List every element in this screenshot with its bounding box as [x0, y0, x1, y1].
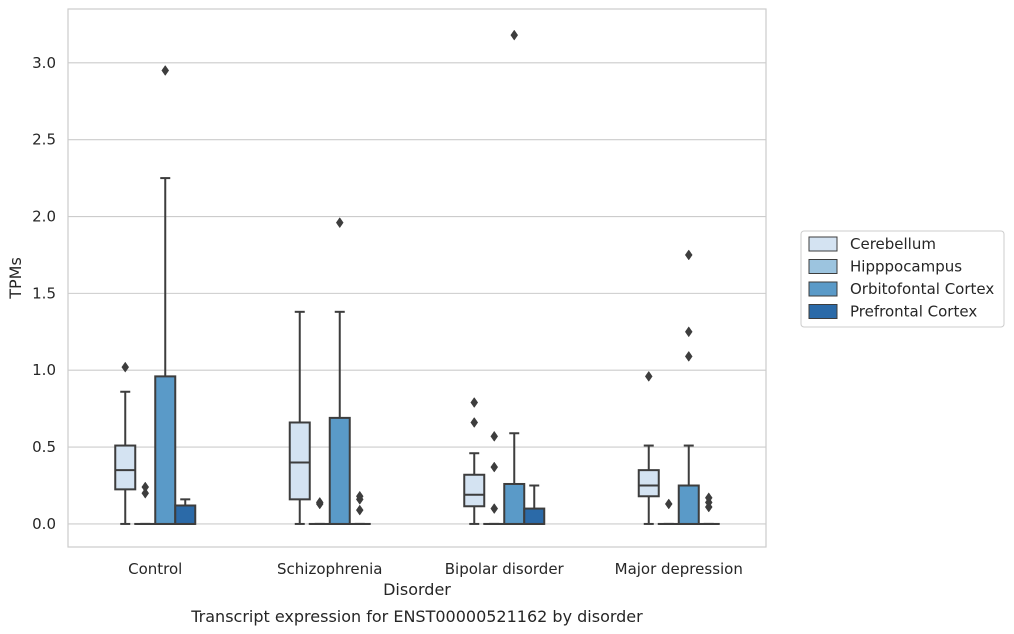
y-tick-label: 2.0: [32, 208, 56, 226]
outlier-point: [121, 361, 130, 373]
x-tick-label: Bipolar disorder: [445, 560, 565, 578]
y-tick-label: 3.0: [32, 54, 56, 72]
box-1-2: [328, 217, 351, 525]
outlier-point: [644, 370, 653, 382]
box-1-3: [348, 490, 371, 525]
plot-frame: [67, 8, 767, 548]
y-tick-label: 1.0: [32, 361, 56, 379]
legend-swatch: [808, 304, 838, 319]
outlier-point: [490, 503, 499, 515]
outlier-point: [664, 498, 673, 510]
y-tick-label: 1.5: [32, 284, 56, 302]
box-2-1: [483, 430, 506, 525]
grid-lines: [68, 62, 766, 525]
box-body: [288, 421, 311, 501]
box-2-2: [503, 29, 526, 525]
legend-label: Prefrontal Cortex: [850, 303, 977, 321]
outlier-point: [684, 350, 693, 362]
box-3-1: [657, 498, 680, 525]
box-body: [463, 473, 486, 508]
box-body: [637, 469, 660, 498]
outlier-point: [470, 397, 479, 408]
box-body: [154, 375, 177, 525]
x-tick-label: Control: [128, 560, 182, 578]
legend-frame: [800, 230, 1005, 328]
outlier-point: [510, 29, 519, 41]
outlier-point: [141, 481, 150, 493]
box-body: [677, 484, 700, 525]
box-0-1: [134, 481, 157, 525]
x-axis-ticks: Control Schizophrenia Bipolar disorder Majo…: [128, 560, 743, 578]
chart-caption: Transcript expression for ENST0000052116…: [190, 607, 643, 626]
box-body: [523, 507, 546, 525]
x-axis-label: Disorder: [383, 580, 451, 599]
box-body: [114, 444, 137, 491]
legend-label: Hipppocampus: [850, 258, 962, 276]
outlier-point: [704, 492, 713, 504]
outlier-point: [315, 496, 324, 508]
outlier-point: [684, 326, 693, 338]
box-body: [328, 416, 351, 525]
legend-swatch: [808, 259, 838, 274]
box-3-2: [677, 249, 700, 525]
legend-swatch: [808, 281, 838, 297]
box-3-3: [697, 492, 720, 525]
legend-label: Orbitofontal Cortex: [850, 280, 994, 298]
box-body: [174, 504, 197, 525]
outlier-point: [161, 65, 170, 76]
box-0-0: [114, 361, 137, 525]
box-2-0: [463, 397, 486, 525]
outlier-point: [490, 430, 499, 442]
box-groups: [114, 29, 720, 525]
box-0-2: [154, 65, 177, 525]
x-tick-label: Major depression: [615, 560, 743, 578]
y-tick-label: 0.5: [32, 438, 56, 456]
box-3-0: [637, 370, 660, 525]
box-body: [503, 482, 526, 525]
outlier-point: [141, 487, 150, 499]
box-1-0: [288, 310, 311, 525]
outlier-point: [470, 417, 479, 428]
outlier-point: [355, 490, 364, 502]
outlier-point: [335, 217, 344, 229]
legend-label: Cerebellum: [850, 235, 936, 253]
box-1-1: [308, 496, 331, 525]
outlier-point: [355, 504, 364, 516]
y-tick-label: 2.5: [32, 131, 56, 149]
legend: Cerebellum Hipppocampus Orbitofontal Corte…: [800, 230, 1005, 328]
x-tick-label: Schizophrenia: [277, 560, 382, 578]
y-axis-label: TPMs: [6, 257, 25, 300]
box-0-3: [174, 498, 197, 525]
outlier-point: [490, 461, 499, 473]
legend-swatch: [808, 236, 838, 252]
outlier-point: [684, 249, 693, 261]
y-axis-ticks: 0.0 0.5 1.0 1.5 2.0 2.5 3.0: [32, 54, 56, 533]
y-tick-label: 0.0: [32, 515, 56, 533]
box-2-3: [523, 484, 546, 525]
